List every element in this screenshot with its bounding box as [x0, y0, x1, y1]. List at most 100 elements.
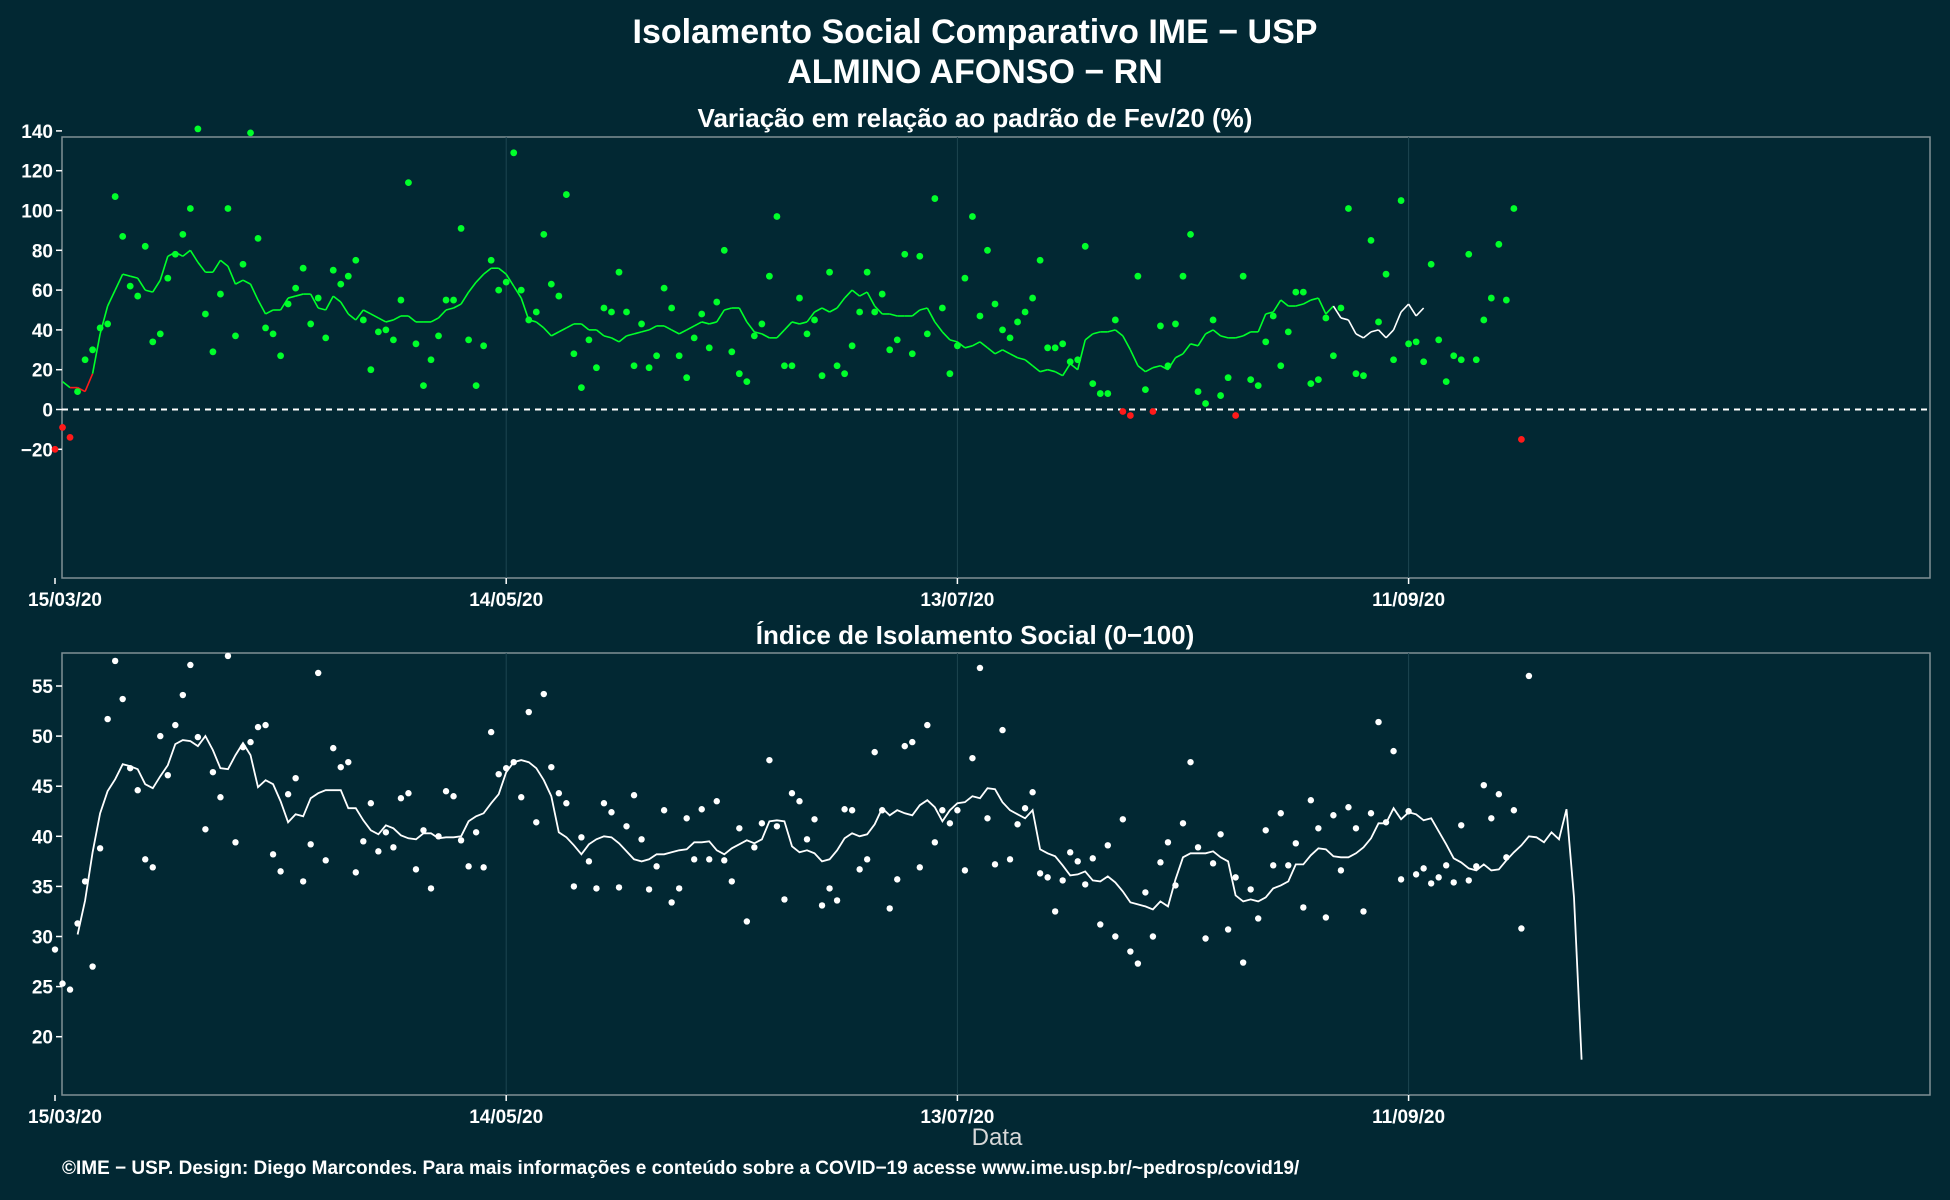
rolling-mean-segment: [84, 373, 94, 392]
rolling-mean-segment: [844, 289, 853, 299]
data-point: [540, 690, 547, 698]
data-point: [638, 836, 645, 843]
data-point: [645, 364, 653, 372]
data-point: [1179, 820, 1187, 827]
data-point: [352, 256, 360, 264]
data-point: [1473, 863, 1480, 870]
data-point: [1397, 197, 1405, 204]
rolling-mean-segment: [137, 277, 146, 291]
data-point: [277, 352, 284, 360]
data-point: [540, 230, 548, 238]
data-point: [1345, 804, 1352, 811]
rolling-mean-segment: [1415, 307, 1425, 317]
data-point: [811, 816, 818, 823]
rolling-mean-segment: [1272, 299, 1282, 313]
rolling-mean-segment: [626, 333, 635, 337]
rolling-mean-segment: [611, 337, 620, 343]
data-point: [1307, 797, 1315, 804]
data-point: [608, 308, 615, 316]
data-point: [254, 723, 262, 731]
rolling-mean-segment: [1302, 299, 1312, 305]
data-point: [1480, 316, 1488, 324]
data-point: [1127, 948, 1134, 955]
data-point: [863, 268, 871, 276]
rolling-mean-segment: [783, 321, 793, 331]
y-tick-label: 120: [21, 162, 53, 183]
rolling-mean-segment: [513, 285, 522, 299]
data-point: [337, 280, 345, 288]
data-point: [330, 744, 337, 752]
data-point: [314, 294, 322, 302]
rolling-mean-segment: [1257, 313, 1267, 333]
data-point: [1164, 362, 1172, 370]
data-point: [735, 370, 743, 378]
data-point: [1465, 250, 1473, 258]
y-tick-label: 0: [42, 401, 53, 422]
rolling-mean-segment: [919, 307, 928, 311]
y-tick-label: 40: [32, 321, 53, 342]
data-point: [615, 884, 623, 891]
data-point: [66, 433, 74, 441]
data-point: [1412, 871, 1420, 878]
data-point: [96, 845, 104, 852]
rolling-mean-segment: [889, 313, 898, 317]
rolling-mean-segment: [1107, 329, 1116, 333]
rolling-mean-segment: [716, 309, 725, 323]
data-point: [879, 807, 886, 814]
data-point: [59, 424, 66, 431]
y-tick-label: 30: [32, 928, 53, 949]
data-point: [743, 918, 751, 925]
data-point: [209, 768, 217, 776]
data-point: [487, 256, 495, 264]
data-point: [570, 350, 578, 358]
rolling-mean-segment: [558, 327, 567, 333]
data-point: [803, 836, 811, 843]
y-tick-label: 100: [21, 202, 53, 223]
data-point: [773, 213, 781, 220]
data-point: [254, 234, 262, 242]
data-point: [1254, 382, 1262, 390]
data-point: [1292, 840, 1300, 847]
data-point: [59, 980, 66, 987]
data-point: [1397, 876, 1405, 883]
data-point: [420, 382, 427, 390]
data-point: [299, 264, 307, 272]
rolling-mean-segment: [1235, 335, 1244, 339]
x-tick-label: 11/09/20: [1372, 590, 1445, 611]
data-point: [803, 330, 811, 338]
y-tick-label: 20: [32, 361, 53, 382]
data-point: [1450, 352, 1458, 360]
data-point: [307, 841, 314, 848]
data-point: [593, 364, 600, 372]
rolling-mean-segment: [189, 249, 199, 263]
y-tick-label: 80: [32, 241, 53, 262]
rolling-mean-segment: [1092, 331, 1101, 335]
rolling-mean-segment: [1009, 353, 1018, 359]
data-point: [1164, 839, 1172, 846]
rolling-mean-segment: [287, 295, 296, 299]
rolling-mean-segment: [1017, 356, 1026, 361]
data-point: [1247, 886, 1254, 893]
data-point: [194, 125, 202, 133]
data-point: [269, 330, 277, 338]
data-point: [871, 308, 879, 316]
rolling-mean-segment: [1197, 333, 1207, 347]
data-point: [217, 290, 224, 298]
data-point: [1067, 849, 1074, 856]
data-point: [608, 809, 615, 816]
rolling-mean-segment: [1024, 359, 1034, 367]
data-point: [1427, 260, 1435, 268]
data-point: [1488, 815, 1495, 822]
data-point: [1458, 822, 1465, 829]
rolling-mean-segment: [678, 329, 688, 335]
data-point: [750, 332, 758, 340]
data-point: [1119, 408, 1127, 415]
rolling-mean-segment: [972, 341, 981, 347]
rolling-mean-segment: [347, 313, 357, 321]
data-point: [1285, 862, 1292, 869]
data-point: [1006, 334, 1014, 342]
rolling-mean-segment: [1205, 329, 1214, 335]
rolling-mean-segment: [1084, 333, 1094, 341]
data-point: [533, 819, 540, 826]
data-point: [435, 833, 442, 840]
